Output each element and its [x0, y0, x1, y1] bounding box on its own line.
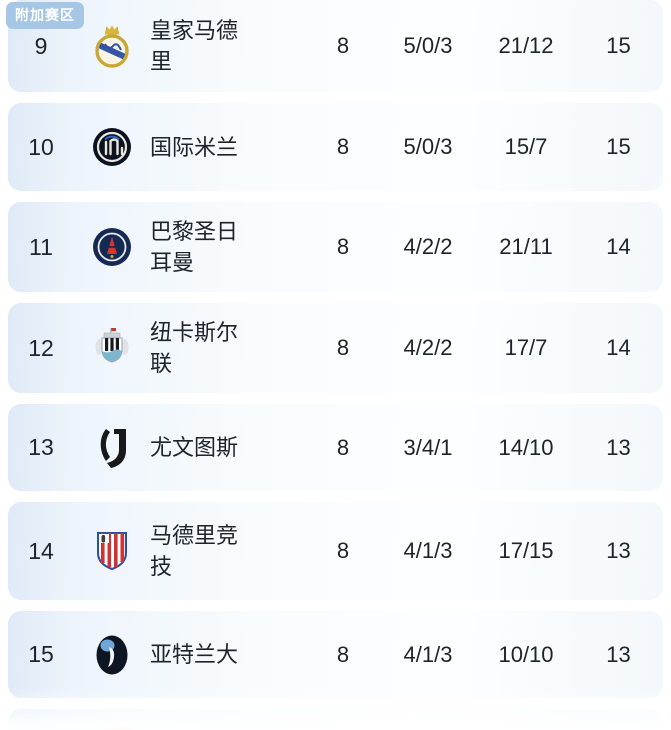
team-name: 亚特兰大 — [150, 642, 239, 667]
team-name: 纽卡斯尔联 — [150, 320, 239, 376]
goals-cell: 21/11 — [499, 234, 553, 259]
points-cell: 13 — [606, 538, 631, 563]
wdl-cell: 4/2/2 — [403, 335, 453, 360]
rank-cell: 10 — [28, 133, 54, 160]
newcastle-united-crest-icon — [74, 326, 150, 370]
table-row[interactable]: 11 巴黎圣日耳曼 8 4/2/2 21/11 14 — [8, 202, 663, 292]
table-row[interactable]: 14 马德里竞技 8 4/1/3 17/15 13 — [8, 502, 663, 600]
table-row[interactable]: 10 国际米兰 8 5/0/3 15/7 15 — [8, 103, 663, 191]
played-cell: 8 — [336, 33, 350, 58]
played-cell: 8 — [336, 234, 350, 259]
rank-cell: 9 — [34, 32, 48, 59]
atalanta-crest-icon — [74, 634, 150, 676]
points-cell: 15 — [606, 134, 631, 159]
atletico-madrid-crest-icon — [74, 529, 150, 573]
wdl-cell: 4/1/3 — [403, 641, 453, 667]
rank-cell: 12 — [28, 334, 54, 361]
goals-cell: 21/12 — [498, 33, 554, 58]
rank-cell: 13 — [28, 434, 54, 460]
goals-cell: 10/10 — [498, 641, 554, 667]
wdl-cell: 5/0/3 — [403, 33, 453, 58]
team-name: 巴黎圣日耳曼 — [150, 219, 239, 275]
points-cell: 13 — [606, 434, 631, 460]
points-cell: 13 — [606, 641, 631, 667]
table-row[interactable]: 13 尤文图斯 8 3/4/1 14/10 13 — [8, 404, 663, 491]
rank-cell: 14 — [28, 537, 54, 564]
played-cell: 8 — [336, 434, 350, 460]
wdl-cell: 5/0/3 — [403, 134, 453, 159]
team-name: 尤文图斯 — [150, 435, 239, 460]
played-cell: 8 — [336, 335, 350, 360]
rank-cell: 15 — [28, 641, 54, 667]
goals-cell: 17/15 — [498, 538, 554, 563]
paris-saint-germain-crest-icon — [74, 227, 150, 267]
table-row[interactable]: 9 皇家马德里 8 5/0/3 21/12 15 — [8, 0, 663, 92]
juventus-crest-icon — [74, 426, 150, 470]
goals-cell: 14/10 — [498, 434, 554, 460]
real-madrid-crest-icon — [74, 23, 150, 69]
goals-cell: 15/7 — [504, 134, 548, 159]
team-name: 国际米兰 — [150, 134, 239, 160]
goals-cell: 17/7 — [504, 335, 548, 360]
team-name: 皇家马德里 — [150, 18, 239, 74]
wdl-cell: 4/1/3 — [403, 538, 453, 563]
played-cell: 8 — [336, 134, 350, 159]
wdl-cell: 4/2/2 — [403, 234, 453, 259]
inter-milan-crest-icon — [74, 127, 150, 167]
rank-cell: 11 — [29, 233, 53, 260]
points-cell: 15 — [606, 33, 631, 58]
table-row-partial[interactable] — [8, 709, 663, 730]
points-cell: 14 — [606, 335, 631, 360]
played-cell: 8 — [336, 641, 350, 667]
playoff-zone-badge: 附加赛区 — [6, 2, 84, 29]
table-row[interactable]: 15 亚特兰大 8 4/1/3 10/10 13 — [8, 611, 663, 698]
played-cell: 8 — [336, 538, 350, 563]
points-cell: 14 — [606, 234, 631, 259]
table-row[interactable]: 12 纽卡斯尔联 8 4/2/2 17/7 14 — [8, 303, 663, 393]
team-name: 马德里竞技 — [150, 523, 239, 579]
wdl-cell: 3/4/1 — [403, 434, 453, 460]
